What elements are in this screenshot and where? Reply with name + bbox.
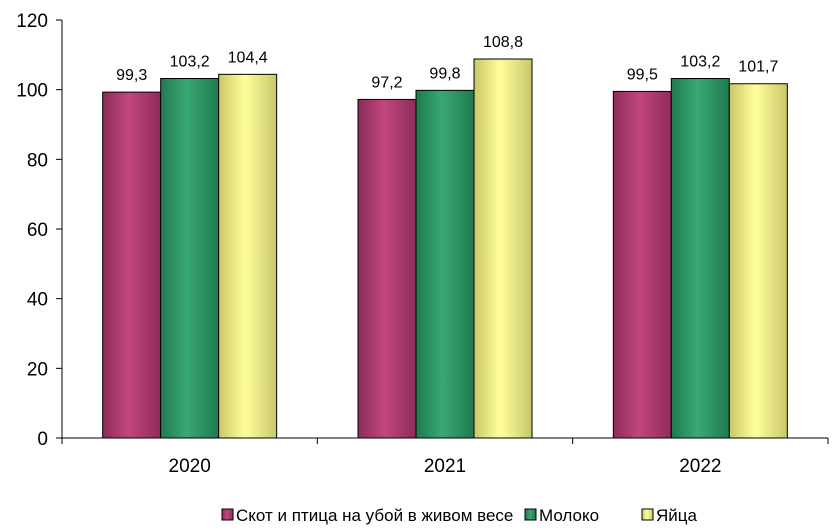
y-tick-label: 80 xyxy=(27,150,48,171)
bar xyxy=(218,73,278,439)
data-labels: 99,3 103,2 104,4 97,2 99,8 108,8 99,5 103,2 101,… xyxy=(116,34,778,91)
bar xyxy=(728,83,788,439)
y-tick-label: 60 xyxy=(27,220,48,241)
y-tick-label: 100 xyxy=(16,81,48,102)
x-axis: 2020 2021 2022 xyxy=(61,437,829,477)
x-tick-label: 2021 xyxy=(424,456,466,477)
bar xyxy=(357,98,417,439)
y-tick-label: 0 xyxy=(37,429,48,450)
x-tick-label: 2022 xyxy=(679,456,721,477)
bar xyxy=(612,90,672,439)
legend: Скот и птица на убой в живом весе Молоко Я… xyxy=(221,506,698,525)
data-label: 103,2 xyxy=(170,54,210,71)
bars xyxy=(102,58,788,439)
data-label: 103,2 xyxy=(680,54,720,71)
data-label: 108,8 xyxy=(483,34,523,51)
legend-label: Скот и птица на убой в живом весе xyxy=(236,506,513,525)
data-label: 101,7 xyxy=(738,59,778,76)
bar xyxy=(415,89,475,439)
y-axis: 0 20 40 60 80 100 120 xyxy=(16,11,63,450)
data-label: 104,4 xyxy=(228,49,268,66)
bar xyxy=(160,78,220,439)
x-tick-label: 2020 xyxy=(169,456,211,477)
legend-label: Молоко xyxy=(539,506,599,525)
legend-swatch xyxy=(641,508,654,521)
data-label: 99,8 xyxy=(429,65,460,82)
data-label: 99,3 xyxy=(116,67,147,84)
data-label: 97,2 xyxy=(371,74,402,91)
y-tick-label: 40 xyxy=(27,290,48,311)
bar xyxy=(670,78,730,439)
y-tick-label: 120 xyxy=(16,11,48,32)
legend-swatch xyxy=(524,508,537,521)
data-label: 99,5 xyxy=(627,66,658,83)
y-tick-label: 20 xyxy=(27,359,48,380)
bar xyxy=(102,91,162,439)
legend-label: Яйца xyxy=(656,506,698,525)
bar xyxy=(473,58,533,439)
legend-swatch xyxy=(221,508,234,521)
